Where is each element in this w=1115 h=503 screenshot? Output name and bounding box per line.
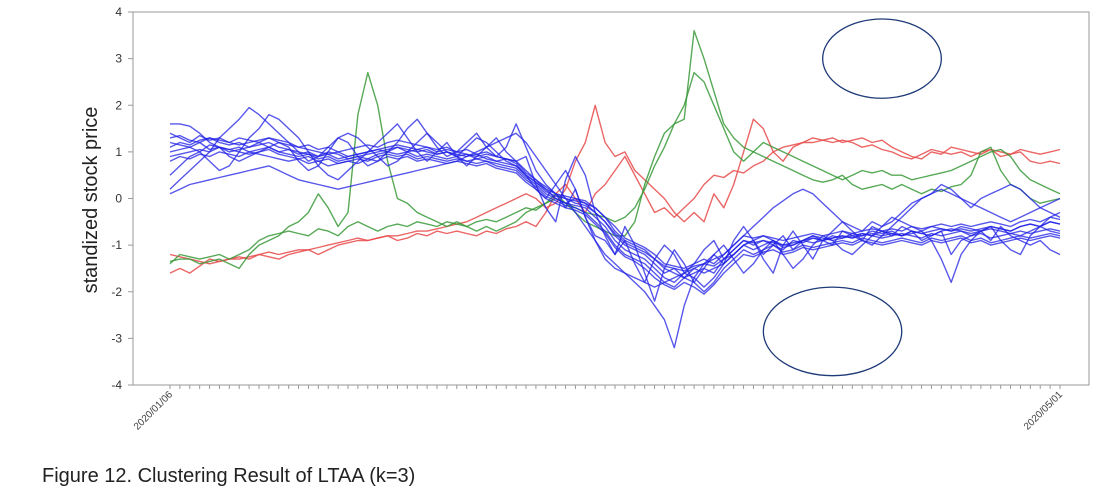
- y-tick-label: 0: [115, 192, 122, 206]
- series-layer: [169, 30, 1061, 349]
- plot-frame: [132, 11, 1090, 386]
- series-line-blue-5: [169, 137, 1061, 279]
- y-tick-label: -2: [111, 285, 122, 299]
- series-line-red-1: [169, 104, 1061, 265]
- y-tick-label: 3: [115, 52, 122, 66]
- series-line-blue-6: [169, 144, 1061, 288]
- series-line-blue-13: [169, 132, 1061, 288]
- series-line-blue-14: [169, 141, 1061, 272]
- x-axis: 2020/01/06 2020/05/01: [132, 385, 1065, 433]
- y-axis-label: standized stock price: [80, 107, 102, 294]
- highlight-ellipse-1: [762, 286, 903, 377]
- y-tick-label: -4: [111, 378, 122, 392]
- highlight-ellipse-0: [822, 18, 942, 99]
- series-line-red-0: [169, 139, 1061, 274]
- y-tick-label: -1: [111, 238, 122, 252]
- series-line-blue-11: [169, 113, 1061, 302]
- y-axis: -4 -3 -2 -1 0 1 2 3 4: [111, 5, 133, 392]
- y-tick-label: -3: [111, 331, 122, 345]
- y-tick-label: 4: [115, 5, 122, 19]
- series-line-green-3: [169, 71, 1061, 265]
- figure-caption: Figure 12. Clustering Result of LTAA (k=…: [42, 465, 416, 487]
- y-tick-label: 1: [115, 145, 122, 159]
- x-tick-label: 2020/05/01: [1022, 389, 1065, 432]
- annotation-layer: [762, 18, 942, 377]
- series-line-blue-7: [169, 146, 1061, 293]
- series-line-blue-8: [169, 151, 1061, 295]
- x-tick-label: 2020/01/06: [132, 389, 175, 432]
- line-chart: -4 -3 -2 -1 0 1 2 3 4 2020/01/06 2020/05/01 stand…: [80, 5, 1090, 433]
- y-tick-label: 2: [115, 98, 122, 112]
